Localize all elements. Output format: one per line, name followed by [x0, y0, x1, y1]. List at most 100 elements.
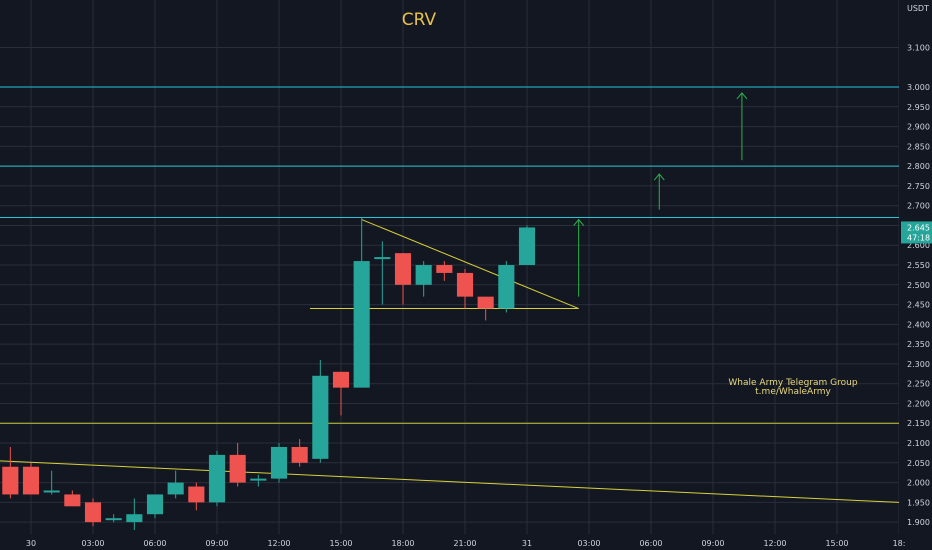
candle-up [312, 359, 329, 463]
candle-body [374, 257, 391, 260]
target-arrow [573, 218, 585, 297]
candle-body [188, 486, 205, 503]
candle-body [415, 265, 432, 285]
candle-up [208, 450, 226, 507]
price-tick-label: 2.200 [907, 399, 930, 408]
candle-down [2, 446, 19, 499]
price-tick-label: 2.800 [907, 162, 930, 171]
candle-up [43, 470, 60, 495]
candle-up [353, 217, 370, 388]
candle-body [312, 375, 329, 459]
price-tick-label: 2.550 [907, 261, 930, 270]
candle-body [105, 518, 122, 521]
candle-down [84, 498, 102, 527]
target-arrow [736, 92, 748, 161]
price-axis-panel [899, 0, 932, 550]
time-tick-label: 06:00 [143, 539, 166, 548]
target-arrows [573, 92, 748, 297]
time-tick-labels: 30 03:00 06:00 09:00 12:00 15:00 18:00 21:00 31 0… [26, 539, 906, 548]
candle-down [188, 482, 205, 511]
candle-body [2, 466, 19, 495]
arrow-head [573, 218, 585, 226]
horizontal-levels [0, 86, 899, 424]
price-tick-label: 2.500 [907, 281, 930, 290]
candle-up [415, 261, 432, 297]
candlestick-series [2, 217, 536, 531]
time-tick-label: 21:00 [453, 539, 476, 548]
price-tick-label: 2.850 [907, 142, 930, 151]
last-price-value: 2.645 [907, 223, 930, 232]
candle-down [332, 371, 350, 416]
candle-up [250, 474, 267, 487]
candle-body [291, 446, 308, 463]
price-tick-label: 2.350 [907, 340, 930, 349]
candle-down [229, 443, 246, 487]
price-countdown: 47:18 [907, 233, 930, 242]
annotation-line-1: Whale Army Telegram Group [728, 378, 857, 388]
time-tick-label: 31 [522, 539, 532, 548]
price-tick-label: 2.400 [907, 320, 930, 329]
price-tick-label: 2.900 [907, 123, 930, 132]
price-tick-label: 2.700 [907, 202, 930, 211]
price-tick-label: 2.750 [907, 182, 930, 191]
trend-line [361, 219, 579, 309]
last-price-tag-box [901, 221, 932, 244]
currency-label: USDT [907, 4, 929, 13]
time-tick-label: 09:00 [701, 539, 724, 548]
candle-down [436, 261, 453, 281]
price-axis[interactable]: USDT 3.100 3.000 2.950 2.900 2.850 2.800 2.750… [899, 0, 932, 550]
candle-up [498, 261, 515, 313]
time-tick-label: 15:00 [329, 539, 352, 548]
candle-down [456, 268, 474, 309]
candle-down [291, 439, 308, 467]
candle-body [250, 478, 267, 481]
time-tick-label: 03:00 [81, 539, 104, 548]
price-tick-label: 2.250 [907, 380, 930, 389]
chart-title: CRV [402, 10, 437, 30]
time-tick-label: 06:00 [639, 539, 662, 548]
candle-body [43, 490, 60, 493]
price-tick-label: 2.450 [907, 301, 930, 310]
price-tick-label: 3.000 [907, 83, 930, 92]
candle-body [126, 514, 143, 523]
candle-body [353, 261, 370, 388]
arrow-head [653, 173, 665, 181]
candle-body [208, 454, 226, 503]
candle-body [394, 253, 412, 285]
price-tick-label: 2.600 [907, 241, 930, 250]
candle-body [456, 272, 474, 297]
time-tick-label: 09:00 [205, 539, 228, 548]
annotation-line-2: t.me/WhaleArmy [755, 387, 831, 397]
price-tick-label: 1.900 [907, 518, 930, 527]
candle-down [394, 253, 412, 305]
candle-body [477, 296, 494, 309]
candle-body [436, 265, 453, 273]
price-tick-label: 2.050 [907, 459, 930, 468]
candle-body [332, 371, 350, 388]
candle-body [167, 482, 184, 495]
price-tick-label: 2.150 [907, 419, 930, 428]
candle-up [105, 514, 122, 523]
candle-body [229, 454, 246, 483]
price-tick-label: 2.300 [907, 360, 930, 369]
candle-up [518, 225, 536, 266]
candle-body [22, 466, 40, 495]
time-tick-label: 12:00 [267, 539, 290, 548]
candle-up [270, 443, 288, 483]
time-tick-label: 18:00 [391, 539, 414, 548]
time-axis[interactable]: 30 03:00 06:00 09:00 12:00 15:00 18:00 21:00 31 0… [26, 539, 906, 548]
candle-body [146, 494, 164, 515]
time-tick-label: 15:00 [825, 539, 848, 548]
candle-body [64, 494, 81, 507]
candle-up [167, 470, 184, 499]
price-tick-label: 2.000 [907, 479, 930, 488]
candle-body [84, 502, 102, 523]
candle-up [126, 498, 143, 531]
candle-down [477, 296, 494, 321]
candle-up [146, 494, 164, 519]
candle-down [64, 490, 81, 507]
candle-body [518, 227, 536, 266]
arrow-head [736, 92, 748, 100]
